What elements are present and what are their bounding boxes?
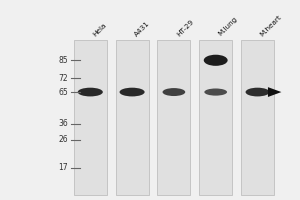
Text: 17: 17 xyxy=(58,163,68,172)
Text: Hela: Hela xyxy=(92,22,108,37)
Ellipse shape xyxy=(204,88,227,96)
Ellipse shape xyxy=(163,88,185,96)
Text: M.lung: M.lung xyxy=(217,16,238,37)
Ellipse shape xyxy=(119,88,145,96)
Text: M.heart: M.heart xyxy=(259,14,283,37)
Text: 72: 72 xyxy=(58,74,68,83)
Bar xyxy=(241,40,274,195)
Ellipse shape xyxy=(204,55,228,66)
Polygon shape xyxy=(268,87,281,97)
Bar xyxy=(158,40,190,195)
Bar xyxy=(74,40,107,195)
Bar xyxy=(199,40,232,195)
Text: 65: 65 xyxy=(58,88,68,97)
Text: HT-29: HT-29 xyxy=(176,18,195,37)
Ellipse shape xyxy=(78,88,103,96)
Text: 36: 36 xyxy=(58,119,68,128)
Text: 26: 26 xyxy=(58,135,68,144)
Text: A431: A431 xyxy=(134,20,151,37)
Text: 85: 85 xyxy=(58,56,68,65)
Bar xyxy=(116,40,148,195)
Ellipse shape xyxy=(246,88,269,96)
